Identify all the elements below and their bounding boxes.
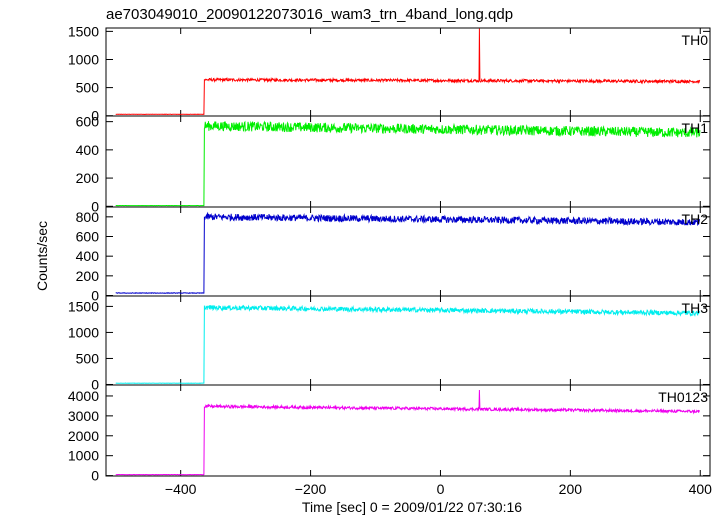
y-axis-label: Counts/sec	[34, 221, 50, 291]
y-tick-label: 0	[91, 468, 99, 484]
x-tick-label: 0	[437, 481, 445, 497]
series-th3-line	[115, 304, 701, 384]
y-tick-label: 500	[76, 80, 100, 96]
y-tick-label: 1500	[68, 298, 99, 314]
panel-label-th3: TH3	[682, 300, 709, 316]
panel-th0123: 0 1000 2000 3000 4000 TH0123	[68, 384, 711, 484]
panel-label-th0123: TH0123	[658, 389, 708, 405]
panel-th2: 0 200 400 600 800 TH2	[76, 206, 711, 304]
y-tick-label: 1000	[68, 324, 99, 340]
y-tick-label: 1000	[68, 51, 99, 67]
y-tick-label: 400	[76, 142, 100, 158]
y-tick-label: 0	[91, 376, 99, 392]
y-tick-label: 2000	[68, 428, 99, 444]
y-tick-label: 500	[76, 350, 100, 366]
panel-frame	[105, 27, 711, 117]
panel-label-th0: TH0	[682, 32, 709, 48]
series-th0123-line	[115, 389, 700, 476]
y-tick-label: 0	[91, 108, 99, 124]
panels: 0 500 1000 1500 TH0 0 200 400 600 TH1 0 200 400 600 80…	[68, 23, 712, 497]
y-tick-label: 400	[76, 248, 100, 264]
y-tick-label: 3000	[68, 408, 99, 424]
series-th1-line	[115, 120, 701, 207]
y-tick-label: 1000	[68, 448, 99, 464]
panel-th3: 0 500 1000 1500 TH3	[68, 295, 711, 392]
series-th2-line	[115, 211, 701, 295]
x-axis-label: Time [sec] 0 = 2009/01/22 07:30:16	[302, 499, 522, 515]
x-tick-label: 400	[689, 481, 713, 497]
y-tick-label: 1500	[68, 23, 99, 39]
panel-label-th1: TH1	[682, 120, 709, 136]
y-tick-label: 600	[76, 229, 100, 245]
y-tick-label: 600	[76, 114, 100, 130]
chart-title: ae703049010_20090122073016_wam3_trn_4ban…	[106, 6, 513, 23]
x-tick-label: 200	[559, 481, 583, 497]
y-tick-label: 200	[76, 268, 100, 284]
x-tick-label: −200	[295, 481, 327, 497]
x-tick-label: −400	[165, 481, 197, 497]
y-tick-label: 200	[76, 170, 100, 186]
series-th0-line	[115, 28, 701, 116]
y-tick-label: 800	[76, 209, 100, 225]
y-tick-label: 0	[91, 288, 99, 304]
panel-th0: 0 500 1000 1500 TH0	[68, 23, 711, 124]
panel-th1: 0 200 400 600 TH1	[76, 114, 711, 214]
y-tick-label: 4000	[68, 388, 99, 404]
y-tick-label: 0	[91, 198, 99, 214]
panel-frame	[105, 384, 711, 477]
panel-label-th2: TH2	[682, 211, 709, 227]
